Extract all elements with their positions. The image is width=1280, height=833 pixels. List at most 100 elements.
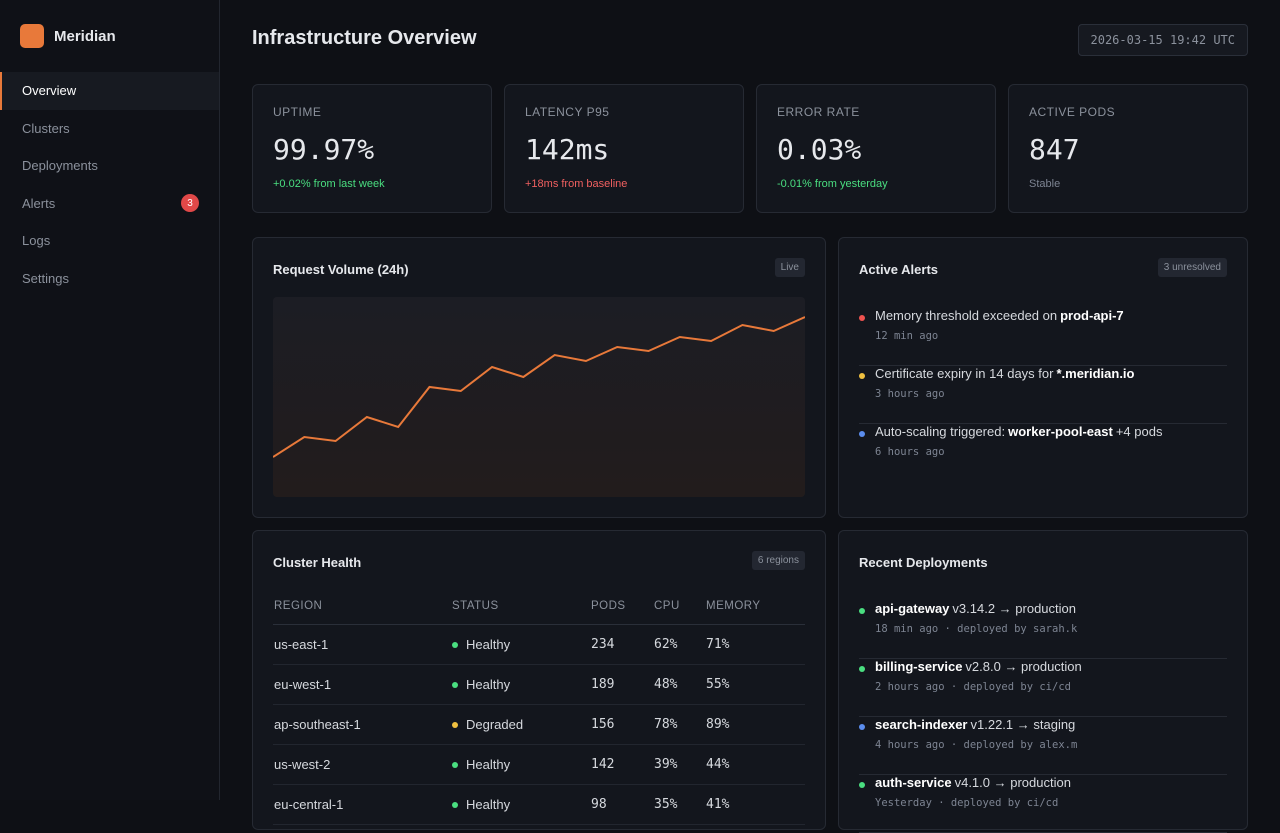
region: us-east-1	[273, 624, 451, 665]
deployment-item: api-gateway v3.14.2 → production 18 min ag…	[859, 601, 1227, 659]
status-dot	[452, 722, 458, 729]
deployment-detail: v4.1.0 → production	[954, 775, 1071, 790]
card-title: Cluster Health	[273, 555, 362, 570]
line	[273, 316, 805, 458]
status-dot	[859, 431, 865, 437]
region: eu-west-1	[273, 664, 451, 705]
badge: 3 unresolved	[1157, 258, 1227, 277]
nav-label: Overview	[22, 83, 77, 99]
pods: 189	[590, 664, 653, 705]
card-title: Active Alerts	[859, 262, 938, 277]
alert-target: *.meridian.io	[1056, 366, 1135, 381]
status-text: Healthy	[466, 676, 511, 692]
deployment-item: search-indexer v1.22.1 → staging 4 hours a…	[859, 717, 1227, 775]
nav-label: Logs	[22, 233, 51, 249]
table-row: eu-west-1 Healthy 189 48% 55%	[273, 664, 805, 705]
stat-label: LATENCY P95	[525, 105, 610, 119]
status-dot	[859, 373, 865, 379]
status: Healthy	[451, 624, 590, 665]
badge: 6 regions	[751, 551, 805, 570]
pods: 234	[590, 624, 653, 665]
stat-label: ERROR RATE	[777, 105, 860, 119]
page-title: Infrastructure Overview	[252, 27, 477, 49]
stat-delta: +18ms from baseline	[525, 178, 628, 190]
service: auth-service	[875, 775, 952, 790]
status-dot	[859, 608, 865, 614]
stat-card: ACTIVE PODS 847 Stable	[1008, 84, 1248, 213]
alert-text: Memory threshold exceeded on prod-api-7	[875, 308, 1227, 323]
nav-badge: 3	[181, 194, 199, 213]
column-header: MEMORY	[705, 589, 805, 625]
stat-label: ACTIVE PODS	[1029, 105, 1116, 119]
alert-item: Auto-scaling triggered: worker-pool-east +…	[859, 424, 1227, 482]
status-dot	[859, 724, 865, 730]
status-text: Healthy	[466, 636, 511, 652]
cpu: 35%	[653, 784, 705, 825]
badge: Live	[774, 258, 805, 277]
status-dot	[452, 642, 458, 649]
nav-label: Alerts	[22, 195, 56, 211]
chart	[273, 297, 805, 497]
alert-time: 12 min ago	[875, 330, 939, 342]
alert-suffix: +4 pods	[1115, 424, 1163, 439]
cpu: 39%	[653, 744, 705, 785]
column-header: REGION	[273, 589, 451, 625]
deployments-card: Recent Deployments api-gateway v3.14.2 → …	[838, 530, 1248, 833]
nav-item[interactable]: Deployments	[0, 147, 219, 185]
cluster-card: Cluster Health 6 regions REGION STATUS POD…	[252, 530, 826, 830]
alert-text: Certificate expiry in 14 days for *.merid…	[875, 366, 1227, 381]
nav-item[interactable]: Alerts 3	[0, 185, 219, 223]
deployment-detail: v1.22.1 → staging	[970, 717, 1076, 732]
chart-card: Request Volume (24h) Live	[252, 237, 826, 518]
memory: 44%	[705, 744, 805, 785]
stat-card: UPTIME 99.97% +0.02% from last week	[252, 84, 492, 213]
deployment-text: billing-service v2.8.0 → production	[875, 659, 1227, 674]
brand: Meridian	[20, 24, 116, 48]
region: eu-central-1	[273, 784, 451, 825]
chart-bg	[273, 297, 805, 497]
alert-time: 6 hours ago	[875, 446, 945, 458]
nav-item[interactable]: Logs	[0, 222, 219, 260]
status-text: Degraded	[466, 716, 524, 732]
nav-item[interactable]: Overview	[0, 72, 219, 110]
pods: 156	[590, 704, 653, 745]
status-dot	[452, 682, 458, 689]
status: Degraded	[451, 704, 590, 745]
alert-message: Auto-scaling triggered:	[875, 424, 1006, 439]
deployment-meta: 4 hours ago · deployed by alex.m	[875, 739, 1078, 751]
deployment-detail: v3.14.2 → production	[952, 601, 1076, 616]
status: Healthy	[451, 784, 590, 825]
status-dot	[859, 782, 865, 788]
nav-label: Deployments	[22, 158, 98, 174]
status: Healthy	[451, 744, 590, 785]
table-row: us-east-1 Healthy 234 62% 71%	[273, 624, 805, 665]
status: Healthy	[451, 664, 590, 705]
region: ap-southeast-1	[273, 704, 451, 745]
status-dot	[452, 802, 458, 809]
region: us-west-2	[273, 744, 451, 785]
timestamp: 2026-03-15 19:42 UTC	[1077, 24, 1248, 56]
stat-value: 0.03%	[777, 133, 862, 166]
status-dot	[859, 666, 865, 672]
cluster-table: REGION STATUS PODS CPU MEMORY us-east-1 Health…	[273, 589, 805, 825]
alert-target: worker-pool-east	[1008, 424, 1113, 439]
status-dot	[859, 315, 865, 321]
nav-item[interactable]: Settings	[0, 260, 219, 298]
stat-delta: Stable	[1029, 178, 1061, 190]
cpu: 48%	[653, 664, 705, 705]
memory: 41%	[705, 784, 805, 825]
page: Meridian Overview Clusters Deployments Aler…	[0, 0, 1248, 833]
stat-delta: -0.01% from yesterday	[777, 178, 888, 190]
service: search-indexer	[875, 717, 968, 732]
stat-delta: +0.02% from last week	[273, 178, 385, 190]
brand-name: Meridian	[54, 27, 116, 45]
deployment-detail: v2.8.0 → production	[965, 659, 1082, 674]
nav-item[interactable]: Clusters	[0, 110, 219, 148]
logo	[20, 24, 44, 48]
deployment-meta: 18 min ago · deployed by sarah.k	[875, 623, 1078, 635]
memory: 71%	[705, 624, 805, 665]
column-header: STATUS	[451, 589, 590, 625]
deployment-meta: 2 hours ago · deployed by ci/cd	[875, 681, 1071, 693]
stat-card: ERROR RATE 0.03% -0.01% from yesterday	[756, 84, 996, 213]
cpu: 78%	[653, 704, 705, 745]
